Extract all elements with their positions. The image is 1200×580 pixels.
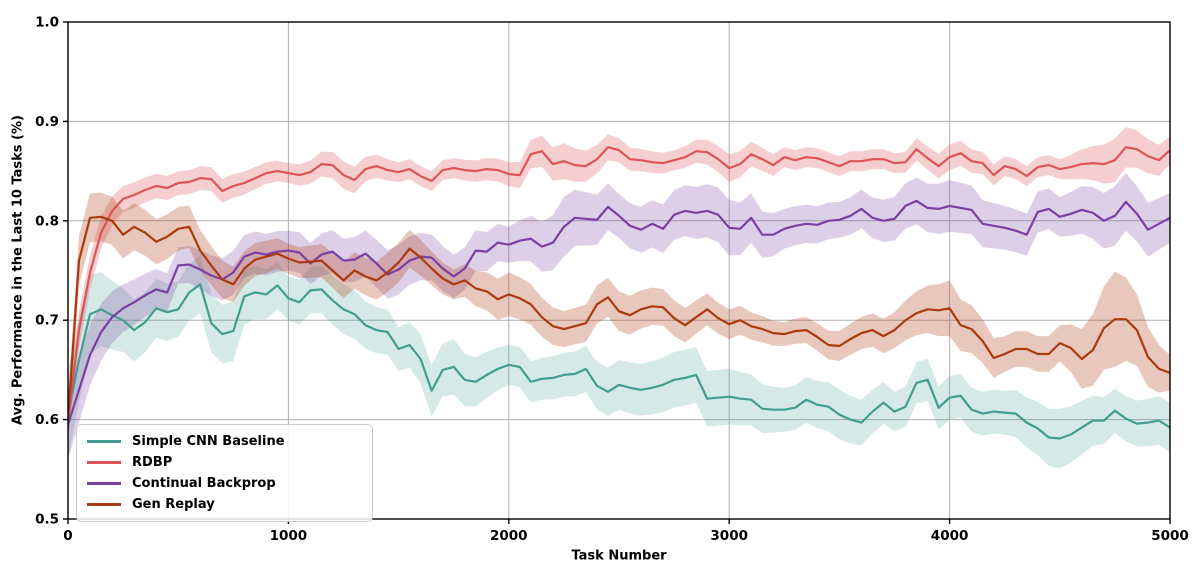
- legend-line-swatch: [87, 461, 121, 464]
- x-tick-label: 4000: [931, 528, 969, 544]
- legend-item-gen-replay: Gen Replay: [87, 496, 360, 513]
- series-line: [68, 199, 1170, 426]
- x-tick-label: 3000: [710, 528, 748, 544]
- legend-label: Continual Backprop: [132, 476, 276, 491]
- x-axis-label: Task Number: [571, 548, 667, 564]
- y-tick-label: 0.7: [35, 313, 59, 329]
- legend-label: Gen Replay: [132, 497, 215, 512]
- x-tick-label: 0: [63, 528, 72, 544]
- x-tick-label: 2000: [490, 528, 528, 544]
- series-line: [68, 283, 1170, 440]
- y-tick-label: 1.0: [35, 15, 59, 31]
- x-tick-label: 5000: [1151, 528, 1189, 544]
- y-tick-label: 0.6: [35, 412, 59, 428]
- y-tick-label: 0.5: [35, 512, 59, 528]
- x-tick-label: 1000: [270, 528, 308, 544]
- legend-line-swatch: [87, 482, 121, 485]
- legend: Simple CNN Baseline RDBP Continual Backpro…: [76, 424, 373, 522]
- legend-label: RDBP: [132, 455, 173, 470]
- confidence-band: [68, 192, 1170, 445]
- y-tick-label: 0.8: [35, 213, 59, 229]
- legend-item-simple-cnn-baseline: Simple CNN Baseline: [87, 433, 360, 450]
- y-tick-label: 0.9: [35, 114, 59, 130]
- legend-item-continual-backprop: Continual Backprop: [87, 475, 360, 492]
- legend-label: Simple CNN Baseline: [132, 434, 285, 449]
- y-axis-label: Avg. Performance in the Last 10 Tasks (%…: [10, 115, 26, 425]
- series-line: [68, 146, 1170, 421]
- confidence-band: [68, 173, 1170, 460]
- legend-line-swatch: [87, 440, 121, 443]
- legend-line-swatch: [87, 503, 121, 506]
- plot-frame: [67, 21, 1171, 520]
- series-line: [68, 215, 1170, 421]
- legend-item-rdbp: RDBP: [87, 454, 360, 471]
